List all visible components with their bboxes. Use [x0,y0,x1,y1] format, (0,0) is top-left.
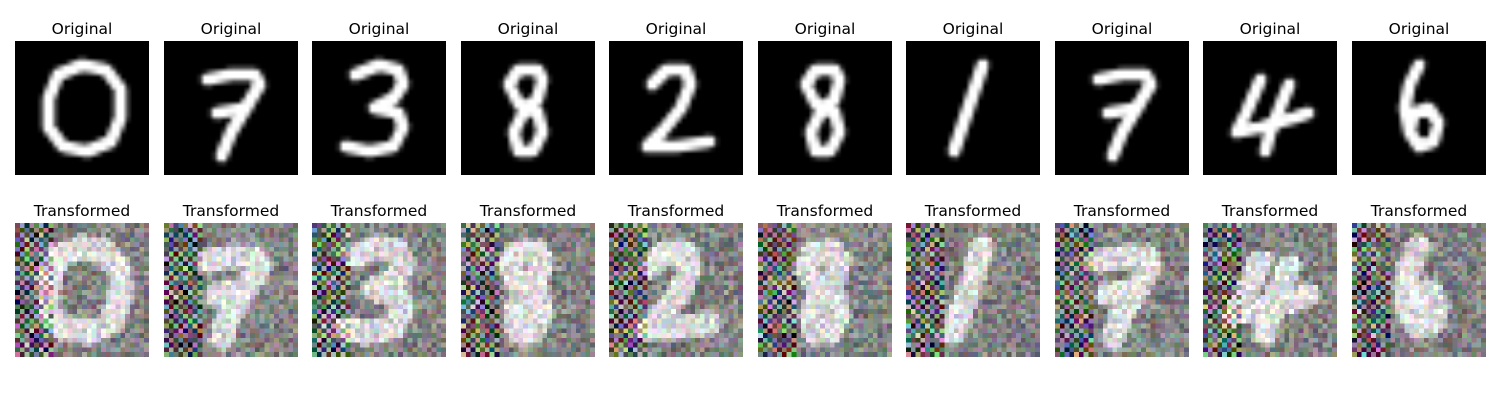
panel-title: Transformed [924,202,1022,220]
transformed-image [15,223,149,357]
panel-title: Transformed [1221,202,1319,220]
panel-title: Transformed [1073,202,1171,220]
original-digit-image [15,41,149,175]
panel-title: Original [645,20,707,38]
transformed-image [758,223,892,357]
original-digit-image [609,41,743,175]
panel-title: Transformed [627,202,725,220]
original-digit-image [758,41,892,175]
panel-title: Transformed [1370,202,1468,220]
original-digit-image [1352,41,1486,175]
panel-title: Original [1388,20,1450,38]
transformed-image [461,223,595,357]
original-digit-image [906,41,1040,175]
transformed-image [1055,223,1189,357]
panel-title: Transformed [33,202,131,220]
original-digit-image [461,41,595,175]
original-digit-image [1055,41,1189,175]
panel-title: Transformed [330,202,428,220]
transformed-image [312,223,446,357]
panel-title: Original [942,20,1004,38]
transformed-image [1352,223,1486,357]
panel-title: Original [794,20,856,38]
original-digit-image [312,41,446,175]
panel-title: Original [348,20,410,38]
panel-title: Transformed [776,202,874,220]
transformed-image [906,223,1040,357]
panel-title: Transformed [479,202,577,220]
panel-title: Original [497,20,559,38]
transformed-image [164,223,298,357]
transformed-image [1203,223,1337,357]
panel-title: Transformed [182,202,280,220]
panel-title: Original [51,20,113,38]
panel-title: Original [200,20,262,38]
transformed-image [609,223,743,357]
panel-title: Original [1239,20,1301,38]
panel-title: Original [1091,20,1153,38]
original-digit-image [164,41,298,175]
original-digit-image [1203,41,1337,175]
